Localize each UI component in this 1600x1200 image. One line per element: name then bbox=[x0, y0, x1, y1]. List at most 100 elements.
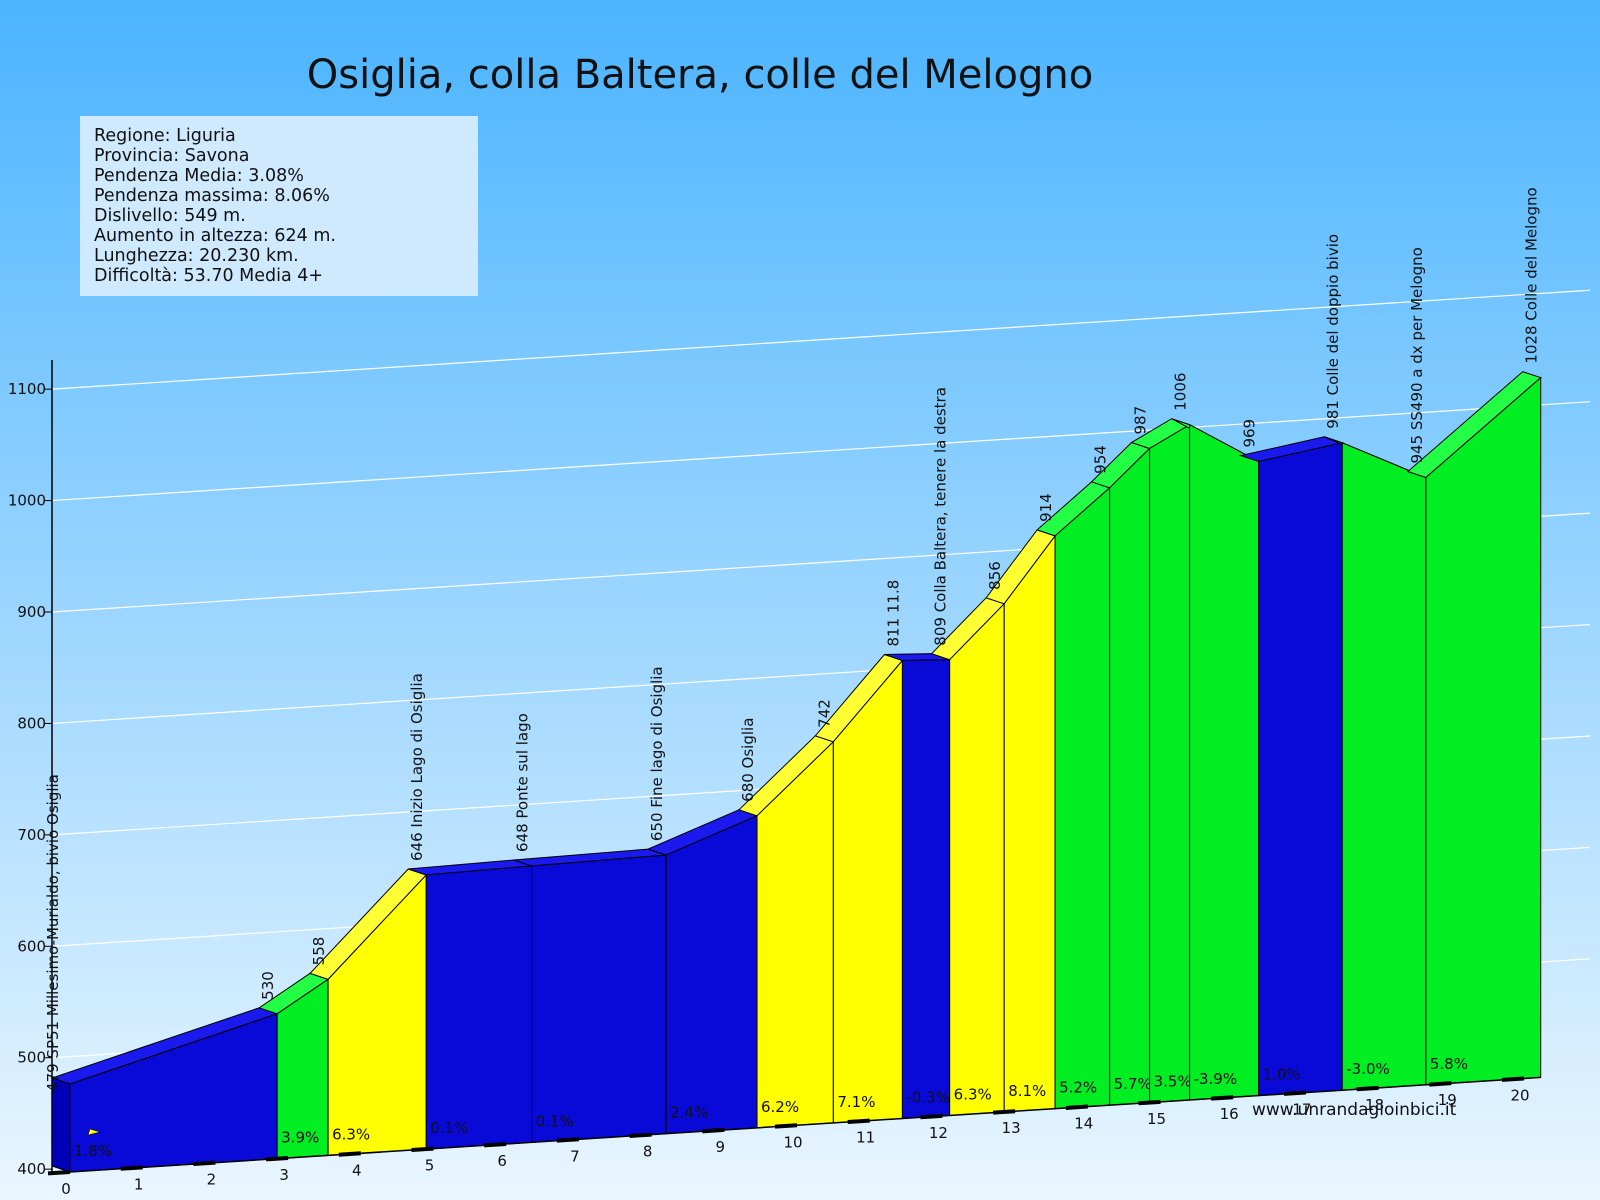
y-tick-label: 1000 bbox=[8, 492, 46, 510]
gradient-label: 6.2% bbox=[761, 1098, 799, 1116]
gradient-label: 5.7% bbox=[1114, 1075, 1152, 1093]
x-tick-mark bbox=[411, 1146, 434, 1153]
point-label: 856 bbox=[986, 561, 1004, 590]
x-tick-label: 7 bbox=[570, 1147, 580, 1165]
profile-segment bbox=[1189, 423, 1260, 1101]
y-tick-label: 500 bbox=[17, 1049, 46, 1067]
profile-segment bbox=[832, 659, 903, 1124]
x-tick-label: 18 bbox=[1365, 1096, 1384, 1114]
x-tick-mark bbox=[1356, 1085, 1379, 1092]
gradient-label: 8.1% bbox=[1008, 1082, 1046, 1100]
gradient-label: 1.0% bbox=[1263, 1066, 1301, 1084]
profile-segment bbox=[901, 659, 951, 1120]
x-tick-mark bbox=[702, 1127, 725, 1134]
profile-segment bbox=[1425, 376, 1542, 1086]
info-line-difficulty: Difficoltà: 53.70 Media 4+ bbox=[94, 266, 324, 286]
x-tick-mark bbox=[338, 1151, 361, 1157]
info-line-avg-gradient: Pendenza Media: 3.08% bbox=[94, 166, 304, 186]
gradient-label: 5.2% bbox=[1059, 1079, 1097, 1097]
y-tick-label: 600 bbox=[17, 937, 46, 955]
point-label: 809 Colla Baltera, tenere la destra bbox=[932, 387, 950, 646]
x-tick-mark bbox=[120, 1165, 143, 1171]
profile-segment bbox=[425, 865, 533, 1150]
y-tick-label: 400 bbox=[17, 1160, 46, 1178]
x-tick-mark bbox=[920, 1113, 943, 1120]
info-line-altitude-gain: Aumento in altezza: 624 m. bbox=[94, 226, 336, 246]
gradient-label: -3.9% bbox=[1194, 1070, 1238, 1088]
gradient-label: 2.4% bbox=[670, 1104, 708, 1122]
point-label: 1006 bbox=[1172, 373, 1190, 411]
x-tick-label: 1 bbox=[134, 1175, 144, 1193]
x-tick-label: 5 bbox=[425, 1157, 435, 1175]
x-tick-mark bbox=[193, 1160, 216, 1167]
gridline bbox=[51, 289, 1591, 390]
x-tick-mark bbox=[1065, 1104, 1088, 1110]
profile-segment bbox=[665, 815, 758, 1135]
point-label: 742 bbox=[815, 699, 833, 728]
x-tick-label: 10 bbox=[783, 1133, 802, 1151]
profile-segment bbox=[531, 854, 667, 1143]
point-label: 969 bbox=[1241, 419, 1259, 448]
x-tick-mark bbox=[1429, 1081, 1452, 1087]
x-tick-label: 20 bbox=[1510, 1087, 1529, 1105]
chart-title: Osiglia, colla Baltera, colle del Melogn… bbox=[306, 52, 1094, 98]
point-label: 648 Ponte sul lago bbox=[514, 713, 532, 852]
x-tick-mark bbox=[847, 1118, 870, 1124]
gradient-label: 1.8% bbox=[74, 1142, 112, 1160]
info-line-length: Lunghezza: 20.230 km. bbox=[94, 246, 299, 266]
gradient-label: 3.5% bbox=[1154, 1073, 1192, 1091]
info-line-province: Provincia: Savona bbox=[94, 146, 250, 166]
x-tick-label: 11 bbox=[856, 1129, 875, 1147]
x-tick-label: 3 bbox=[279, 1166, 289, 1184]
point-label: 987 bbox=[1132, 406, 1150, 435]
profile-segment bbox=[1341, 442, 1427, 1091]
info-line-region: Regione: Liguria bbox=[94, 126, 236, 146]
point-label: 680 Osiglia bbox=[739, 718, 757, 802]
gradient-label: 6.3% bbox=[332, 1125, 370, 1143]
info-line-max-gradient: Pendenza massima: 8.06% bbox=[94, 186, 330, 206]
gradient-label: -3.0% bbox=[1346, 1060, 1390, 1078]
x-tick-label: 9 bbox=[716, 1138, 726, 1156]
x-tick-label: 2 bbox=[207, 1171, 217, 1189]
y-tick-label: 800 bbox=[17, 714, 46, 732]
info-box: Regione: Liguria Provincia: Savona Pende… bbox=[80, 116, 478, 296]
x-tick-label: 15 bbox=[1147, 1110, 1166, 1128]
profile-segment bbox=[1109, 447, 1151, 1106]
website-credit: www.unrandagioinbici.it bbox=[1252, 1100, 1457, 1120]
x-tick-mark bbox=[556, 1137, 580, 1143]
point-label: 646 Inizio Lago di Osiglia bbox=[408, 673, 426, 861]
profile-segment bbox=[949, 602, 1005, 1116]
profile-segment bbox=[1258, 442, 1343, 1097]
gridline bbox=[51, 401, 1591, 502]
profile-side-face bbox=[51, 1077, 71, 1173]
x-tick-mark bbox=[265, 1155, 289, 1162]
start-flag-icon bbox=[87, 1128, 101, 1136]
y-tick-label: 900 bbox=[17, 603, 46, 621]
point-label: 1028 Colle del Melogno bbox=[1523, 187, 1541, 363]
y-tick-label: 1100 bbox=[8, 380, 46, 398]
info-line-elevation-gap: Dislivello: 549 m. bbox=[94, 206, 246, 226]
point-label: 530 bbox=[259, 971, 277, 1000]
gradient-label: -0.3% bbox=[906, 1088, 950, 1106]
point-label: 954 bbox=[1092, 445, 1110, 474]
x-tick-label: 8 bbox=[643, 1143, 653, 1161]
x-tick-mark bbox=[1501, 1076, 1525, 1082]
point-label: 811 11.8 bbox=[884, 580, 902, 647]
x-tick-label: 14 bbox=[1074, 1115, 1093, 1133]
point-label: 558 bbox=[310, 937, 328, 966]
x-tick-mark bbox=[774, 1123, 798, 1129]
profile-segment bbox=[1054, 486, 1111, 1110]
y-tick-label: 700 bbox=[17, 826, 46, 844]
x-tick-label: 16 bbox=[1220, 1105, 1239, 1123]
point-label: 650 Fine lago di Osiglia bbox=[648, 666, 666, 841]
x-tick-label: 12 bbox=[929, 1124, 948, 1142]
point-label: 945 SS490 a dx per Melogno bbox=[1408, 247, 1426, 463]
x-tick-mark bbox=[629, 1132, 652, 1138]
profile-segment bbox=[1003, 534, 1056, 1113]
point-label: 479 SP51 Millesimo-Murialdo, bivio Osigl… bbox=[44, 774, 62, 1092]
gradient-label: 5.8% bbox=[1430, 1055, 1468, 1073]
x-tick-mark bbox=[992, 1109, 1016, 1115]
x-tick-label: 0 bbox=[61, 1180, 71, 1198]
